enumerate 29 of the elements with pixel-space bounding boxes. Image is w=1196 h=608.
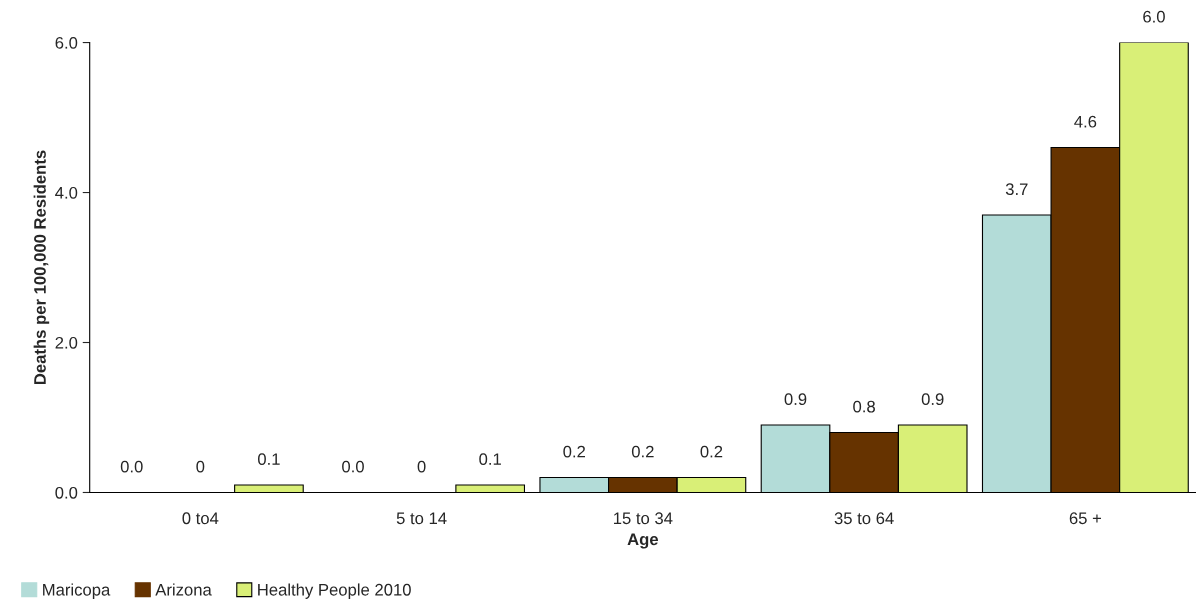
data-label: 4.6 (1074, 115, 1097, 128)
x-tick-label: 5 to 14 (396, 512, 447, 525)
data-label: 0.9 (921, 393, 944, 406)
data-label: 0 (417, 460, 426, 473)
data-label: 0.2 (700, 445, 723, 458)
data-label: 0.0 (120, 460, 143, 473)
x-tick-label: 65 + (1069, 512, 1101, 525)
x-tick-label: 35 to 64 (834, 512, 894, 525)
x-axis-title: Age (627, 533, 659, 549)
data-label: 3.7 (1005, 183, 1028, 196)
data-label: 0.0 (342, 460, 364, 473)
y-tick-label: 4.0 (55, 186, 78, 199)
data-label: 0.2 (563, 445, 586, 458)
data-label: 0.2 (631, 445, 654, 458)
x-tick-label: 15 to 34 (614, 512, 673, 525)
y-axis-title: Deaths per 100,000 Residents (33, 150, 50, 385)
legend-label: Arizona (155, 583, 212, 596)
y-tick-label: 6.0 (55, 36, 78, 49)
data-label: 0.1 (257, 453, 280, 466)
data-label: 0 (196, 460, 205, 473)
y-tick-label: 0.0 (55, 486, 78, 499)
data-label: 0.8 (853, 400, 875, 413)
legend-label: Maricopa (43, 583, 111, 599)
data-label: 0.1 (479, 453, 501, 466)
data-label: 6.0 (1143, 10, 1165, 23)
data-label: 0.9 (784, 393, 807, 406)
x-tick-label: 0 to4 (182, 512, 219, 525)
y-tick-label: 2.0 (55, 336, 78, 349)
legend-label: Healthy People 2010 (258, 583, 411, 599)
